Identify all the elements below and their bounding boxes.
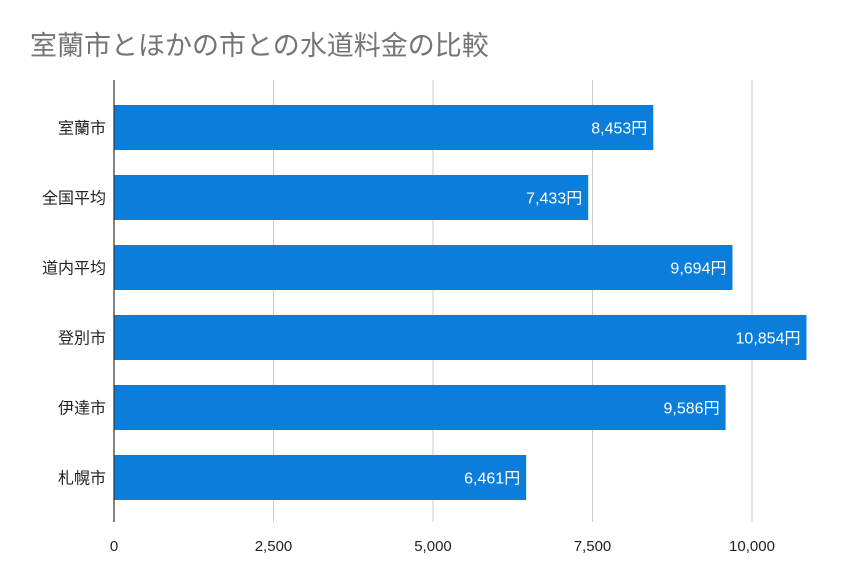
category-label: 伊達市 bbox=[58, 399, 106, 418]
bar bbox=[114, 175, 589, 220]
category-label: 登別市 bbox=[58, 329, 106, 348]
x-tick-label: 5,000 bbox=[414, 538, 452, 555]
x-tick-label: 7,500 bbox=[574, 538, 612, 555]
category-label: 道内平均 bbox=[42, 259, 106, 278]
data-label: 9,586円 bbox=[664, 401, 720, 418]
bar bbox=[114, 385, 726, 430]
data-label: 10,854円 bbox=[736, 331, 801, 348]
bar bbox=[114, 455, 527, 500]
chart-title: 室蘭市とほかの市との水道料金の比較 bbox=[30, 31, 489, 62]
x-tick-label: 0 bbox=[110, 538, 118, 555]
category-label: 札幌市 bbox=[58, 469, 106, 488]
data-label: 9,694円 bbox=[670, 261, 726, 278]
data-label: 6,461円 bbox=[464, 471, 520, 488]
x-tick-label: 10,000 bbox=[729, 538, 775, 555]
category-label: 全国平均 bbox=[42, 189, 106, 208]
data-label: 7,433円 bbox=[526, 191, 582, 208]
bar bbox=[114, 315, 807, 360]
bar bbox=[114, 245, 733, 290]
data-label: 8,453円 bbox=[591, 121, 647, 138]
x-tick-label: 2,500 bbox=[255, 538, 293, 555]
bar bbox=[114, 105, 654, 150]
category-label: 室蘭市 bbox=[58, 119, 106, 138]
